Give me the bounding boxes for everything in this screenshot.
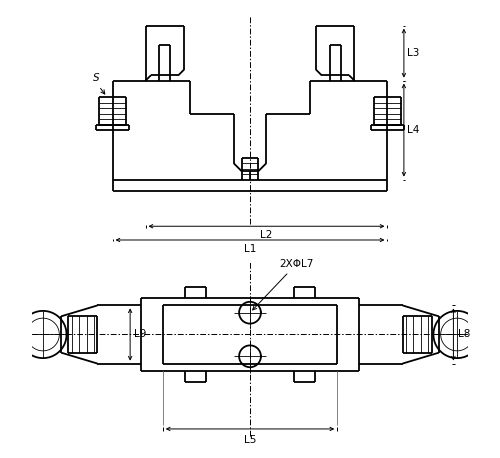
Text: L2: L2 (260, 230, 272, 240)
Text: L1: L1 (244, 244, 256, 254)
Text: 2XΦL7: 2XΦL7 (252, 259, 314, 310)
Text: L5: L5 (244, 436, 256, 446)
Text: L9: L9 (134, 329, 147, 339)
Text: L3: L3 (407, 48, 420, 58)
Text: L4: L4 (407, 125, 420, 135)
Text: S: S (93, 73, 100, 83)
Text: L8: L8 (458, 329, 470, 339)
